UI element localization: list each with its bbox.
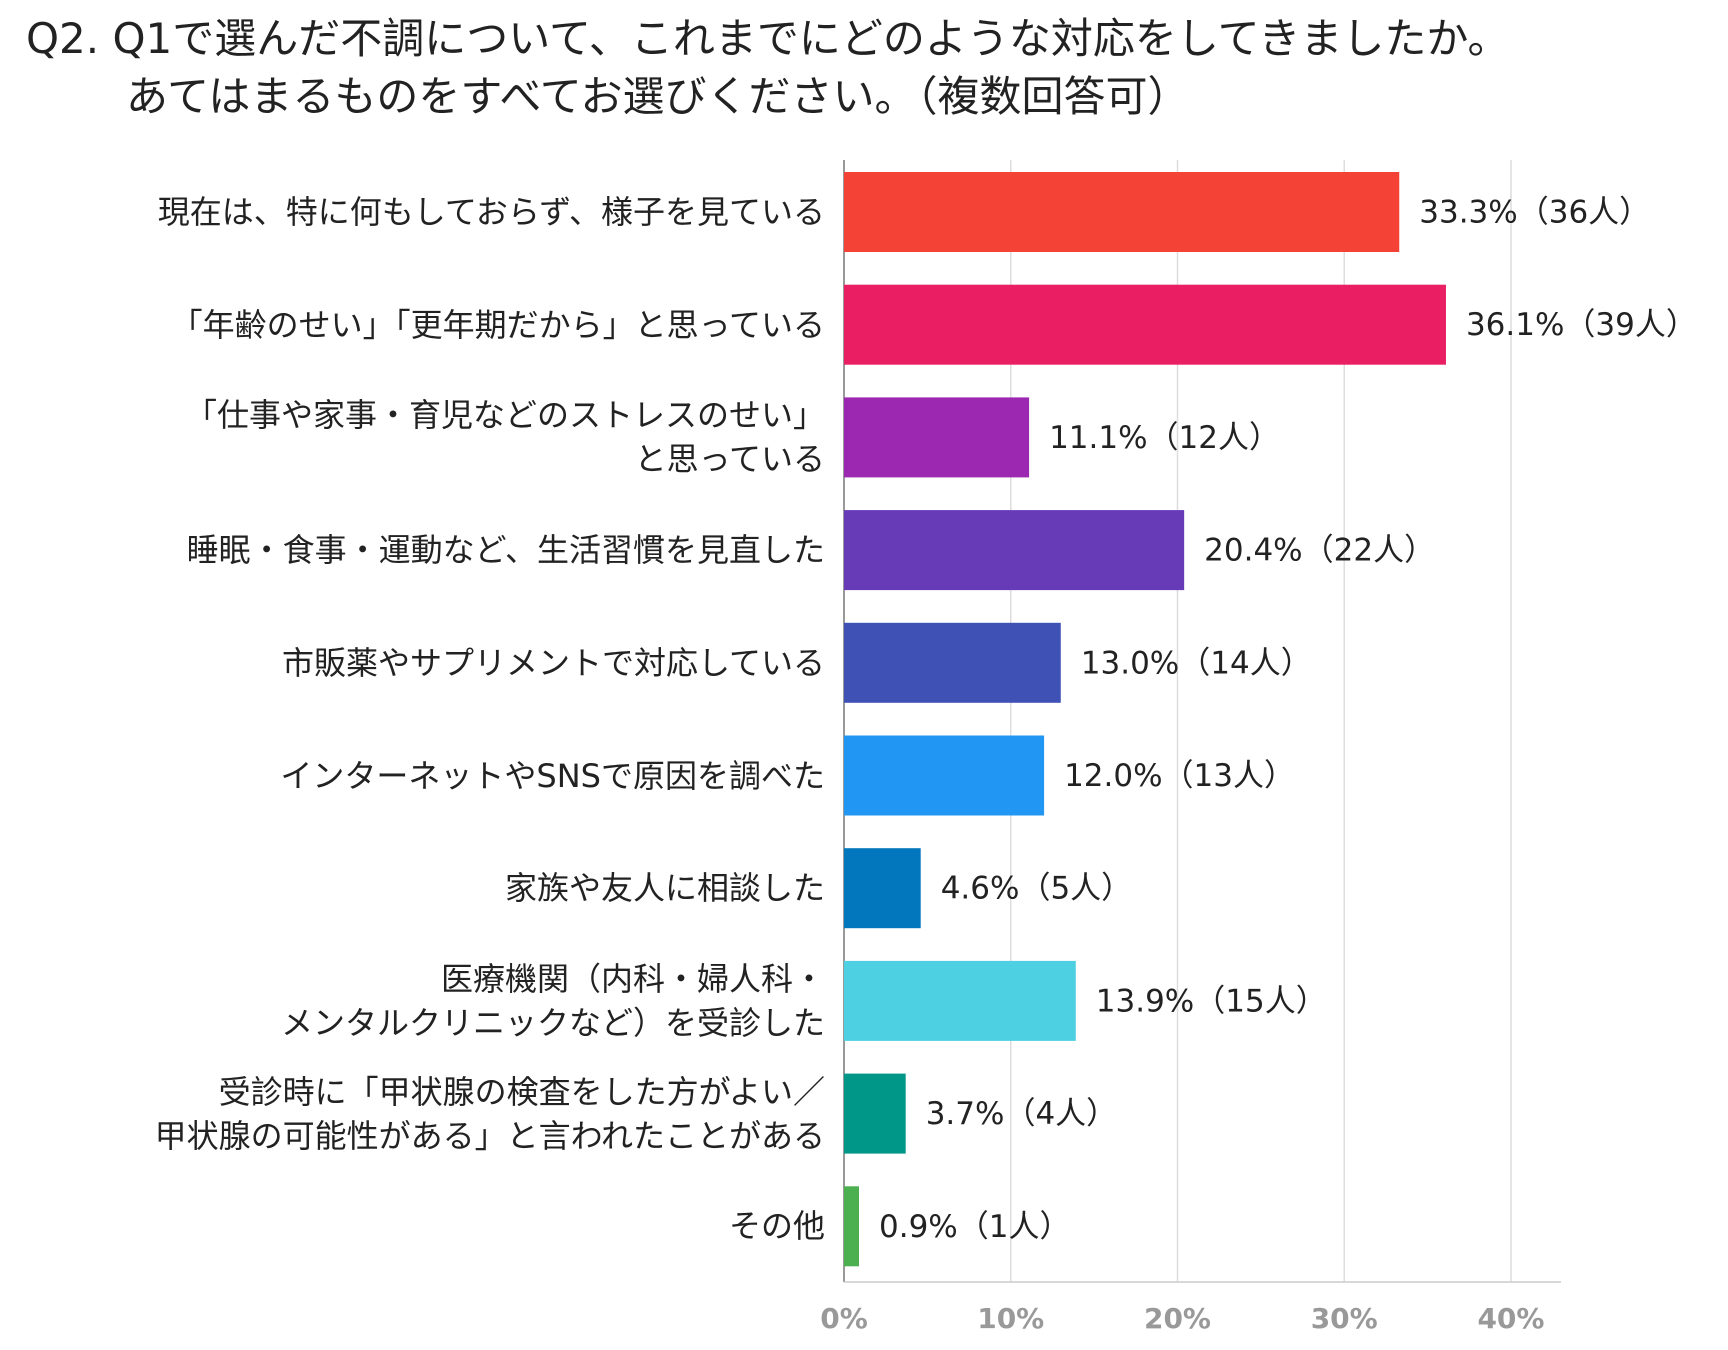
bar <box>844 1186 860 1267</box>
bar <box>844 848 921 929</box>
bar <box>844 172 1400 252</box>
value-label: 0.9%（1人） <box>879 1209 1070 1245</box>
value-label: 33.3%（36人） <box>1419 195 1650 231</box>
y-tick-label: 家族や友人に相談した <box>504 869 825 908</box>
y-tick-label: 「仕事や家事・育児などのストレスのせい」 と思っている <box>184 396 825 479</box>
value-label: 11.1%（12人） <box>1049 420 1280 456</box>
bar <box>844 510 1185 591</box>
value-label: 13.0%（14人） <box>1081 645 1312 681</box>
y-tick-label: 医療機関（内科・婦人科・ メンタルクリニックなど）を受診した <box>280 959 825 1042</box>
bar <box>844 735 1045 816</box>
x-tick-label: 30% <box>1311 1302 1378 1335</box>
value-label: 20.4%（22人） <box>1204 533 1435 569</box>
value-label: 3.7%（4人） <box>926 1096 1117 1132</box>
value-label: 13.9%（15人） <box>1096 983 1327 1019</box>
value-label: 36.1%（39人） <box>1466 307 1697 343</box>
y-tick-label: 現在は、特に何もしておらず、様子を見ている <box>157 193 825 231</box>
chart-title: Q2. Q1で選んだ不調について、これまでにどのような対応をしてきましたか。 あ… <box>26 14 1510 121</box>
bar <box>844 1073 906 1154</box>
x-tick-label: 10% <box>977 1302 1044 1335</box>
x-tick-label: 0% <box>820 1302 868 1335</box>
bar <box>844 284 1446 365</box>
value-label: 12.0%（13人） <box>1064 758 1295 794</box>
y-tick-label: その他 <box>728 1207 825 1246</box>
value-label: 4.6%（5人） <box>941 871 1132 907</box>
bar <box>844 397 1030 478</box>
y-tick-label: 市販薬やサプリメントで対応している <box>281 643 825 682</box>
x-tick-label: 40% <box>1477 1302 1544 1335</box>
y-tick-label: 睡眠・食事・運動など、生活習慣を見直した <box>186 531 825 570</box>
y-tick-label: 受診時に「甲状腺の検査をした方がよい／ 甲状腺の可能性がある」と言われたことがあ… <box>154 1072 825 1155</box>
y-tick-label: 「年齢のせい」「更年期だから」と思っている <box>170 305 825 344</box>
x-tick-label: 20% <box>1144 1302 1211 1335</box>
bar <box>844 622 1061 703</box>
bar <box>844 960 1076 1041</box>
y-tick-label: インターネットやSNSで原因を調べた <box>280 756 825 795</box>
